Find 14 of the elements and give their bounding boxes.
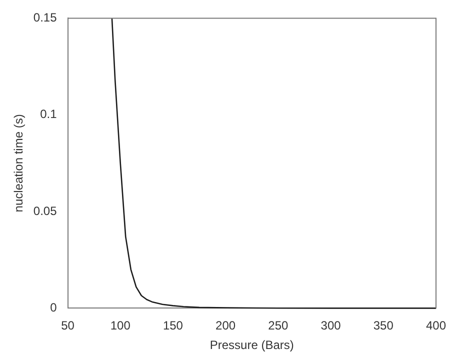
x-tick-label: 350 (373, 318, 394, 333)
y-tick-label: 0 (50, 300, 58, 315)
x-tick-label: 150 (162, 318, 184, 333)
x-tick-label: 300 (320, 318, 342, 333)
x-tick-label: 100 (110, 318, 131, 333)
x-axis-title: Pressure (Bars) (210, 338, 294, 352)
x-tick-label: 250 (268, 318, 289, 333)
y-tick-label: 0.05 (33, 204, 58, 218)
x-tick-label: 50 (61, 318, 75, 333)
x-tick-label: 400 (426, 318, 446, 333)
x-tick-label: 200 (216, 318, 236, 333)
y-axis-title: nucleation time (s) (12, 114, 26, 212)
y-tick-label: 0.15 (33, 10, 58, 25)
y-tick-label: 0.1 (40, 107, 58, 122)
